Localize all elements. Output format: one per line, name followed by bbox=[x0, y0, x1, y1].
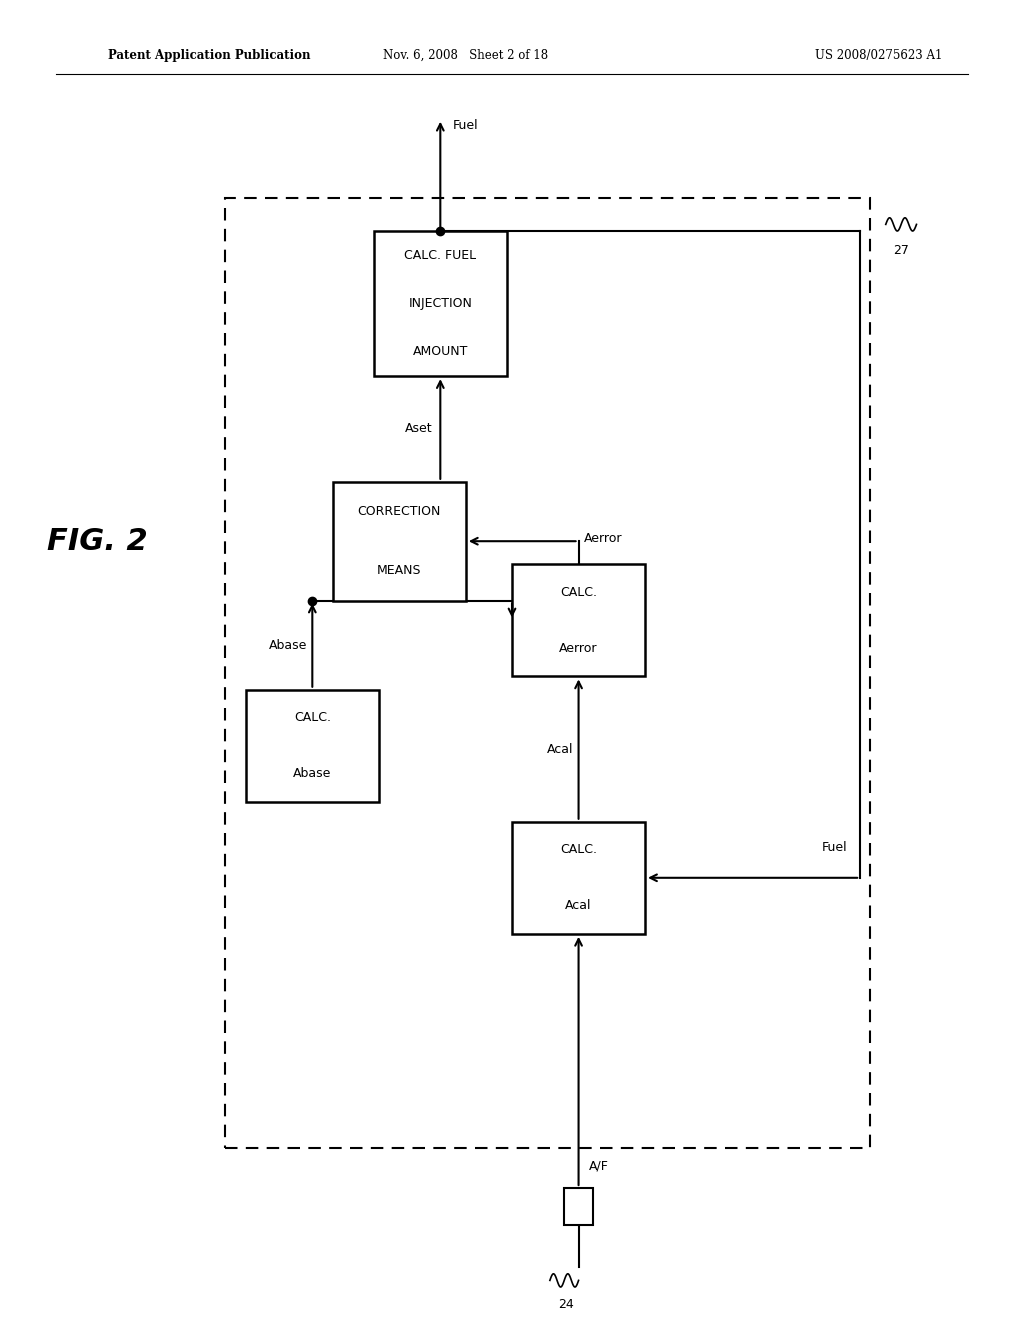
Text: CALC.: CALC. bbox=[560, 843, 597, 857]
Text: Acal: Acal bbox=[565, 899, 592, 912]
Bar bbox=[374, 231, 507, 376]
Bar bbox=[512, 565, 645, 676]
Text: Patent Application Publication: Patent Application Publication bbox=[108, 49, 310, 62]
Text: 24: 24 bbox=[558, 1298, 574, 1311]
Text: INJECTION: INJECTION bbox=[409, 297, 472, 310]
Text: FIG. 2: FIG. 2 bbox=[47, 527, 147, 556]
Text: Aerror: Aerror bbox=[559, 642, 598, 655]
Text: CALC.: CALC. bbox=[560, 586, 597, 599]
Text: Fuel: Fuel bbox=[822, 841, 848, 854]
Bar bbox=[333, 482, 466, 601]
Text: US 2008/0275623 A1: US 2008/0275623 A1 bbox=[815, 49, 942, 62]
Text: A/F: A/F bbox=[589, 1159, 608, 1172]
Bar bbox=[512, 821, 645, 935]
Text: CALC.: CALC. bbox=[294, 711, 331, 725]
Text: Nov. 6, 2008   Sheet 2 of 18: Nov. 6, 2008 Sheet 2 of 18 bbox=[383, 49, 549, 62]
Text: Acal: Acal bbox=[547, 743, 573, 755]
Text: CALC. FUEL: CALC. FUEL bbox=[404, 248, 476, 261]
Text: CORRECTION: CORRECTION bbox=[357, 506, 441, 517]
Text: Aset: Aset bbox=[404, 422, 432, 436]
Text: Aerror: Aerror bbox=[584, 532, 623, 544]
Text: Abase: Abase bbox=[269, 639, 307, 652]
Text: Abase: Abase bbox=[293, 767, 332, 780]
Bar bbox=[246, 689, 379, 801]
Text: Fuel: Fuel bbox=[453, 119, 478, 132]
Text: AMOUNT: AMOUNT bbox=[413, 346, 468, 359]
Bar bbox=[225, 198, 870, 1148]
Text: 27: 27 bbox=[893, 244, 909, 257]
Text: MEANS: MEANS bbox=[377, 565, 422, 577]
Bar bbox=[564, 1188, 593, 1225]
